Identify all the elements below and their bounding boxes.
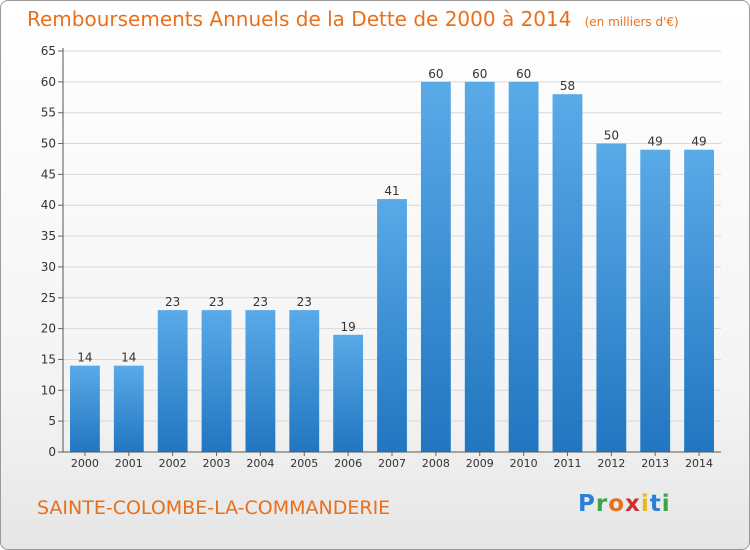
bar (289, 310, 320, 452)
y-tick-label: 60 (41, 75, 56, 89)
commune-name: SAINTE-COLOMBE-LA-COMMANDERIE (37, 497, 391, 519)
x-tick-label: 2013 (641, 457, 669, 470)
y-tick-label: 40 (41, 198, 56, 212)
bar (684, 149, 714, 452)
unit-note: (en milliers d'€) (584, 15, 679, 29)
x-tick-label: 2014 (685, 457, 713, 470)
data-label: 50 (604, 129, 619, 143)
x-tick-label: 2010 (510, 457, 538, 470)
y-tick-label: 20 (41, 322, 56, 336)
data-label: 41 (384, 184, 399, 198)
y-tick-label: 15 (41, 352, 56, 366)
x-tick-label: 2011 (553, 457, 581, 470)
data-label: 60 (428, 67, 443, 81)
y-tick-label: 0 (48, 445, 56, 459)
x-tick-label: 2001 (115, 457, 143, 470)
bar (157, 310, 188, 452)
y-tick-label: 45 (41, 167, 56, 181)
chart-title-text: Remboursements Annuels de la Dette de 20… (27, 7, 572, 31)
x-tick-label: 2009 (466, 457, 494, 470)
y-tick-label: 5 (48, 414, 56, 428)
y-tick-label: 65 (41, 44, 56, 58)
y-tick-label: 55 (41, 106, 56, 120)
x-tick-label: 2004 (246, 457, 274, 470)
x-tick-label: 2003 (203, 457, 231, 470)
bar (508, 81, 539, 452)
x-tick-label: 2007 (378, 457, 406, 470)
y-tick-label: 25 (41, 291, 56, 305)
data-label: 23 (253, 295, 268, 309)
bar (70, 365, 100, 452)
x-tick-label: 2006 (334, 457, 362, 470)
data-label: 23 (209, 295, 224, 309)
chart-title: Remboursements Annuels de la Dette de 20… (27, 7, 679, 31)
data-label: 49 (691, 135, 706, 149)
x-tick-label: 2008 (422, 457, 450, 470)
data-label: 23 (165, 295, 180, 309)
x-tick-label: 2000 (71, 457, 99, 470)
axes: 0 5 10 15 20 25 30 35 40 45 50 55 60 65 2000 2001 2002 20… (41, 44, 721, 470)
data-label: 60 (472, 67, 487, 81)
data-label: 58 (560, 79, 575, 93)
bar (420, 81, 451, 452)
proxiti-logo: Proxiti (578, 491, 671, 517)
bar (552, 94, 583, 452)
y-tick-label: 30 (41, 260, 56, 274)
data-label: 60 (516, 67, 531, 81)
data-label: 19 (340, 320, 355, 334)
bar (113, 365, 144, 452)
data-label: 23 (297, 295, 312, 309)
x-tick-label: 2005 (290, 457, 318, 470)
bar (464, 81, 495, 452)
bars: 14 14 23 23 23 23 19 41 60 60 60 58 50 49 49 (70, 67, 714, 453)
bar (245, 310, 276, 452)
x-tick-label: 2012 (597, 457, 625, 470)
bar (201, 310, 232, 452)
bar (640, 149, 671, 452)
data-label: 49 (648, 135, 663, 149)
bar (333, 334, 364, 452)
bar (377, 199, 407, 452)
data-label: 14 (121, 351, 136, 365)
y-tick-label: 50 (41, 137, 56, 151)
y-tick-label: 10 (41, 383, 56, 397)
data-label: 14 (77, 351, 92, 365)
x-tick-label: 2002 (159, 457, 187, 470)
bar (596, 143, 627, 453)
y-tick-label: 35 (41, 229, 56, 243)
